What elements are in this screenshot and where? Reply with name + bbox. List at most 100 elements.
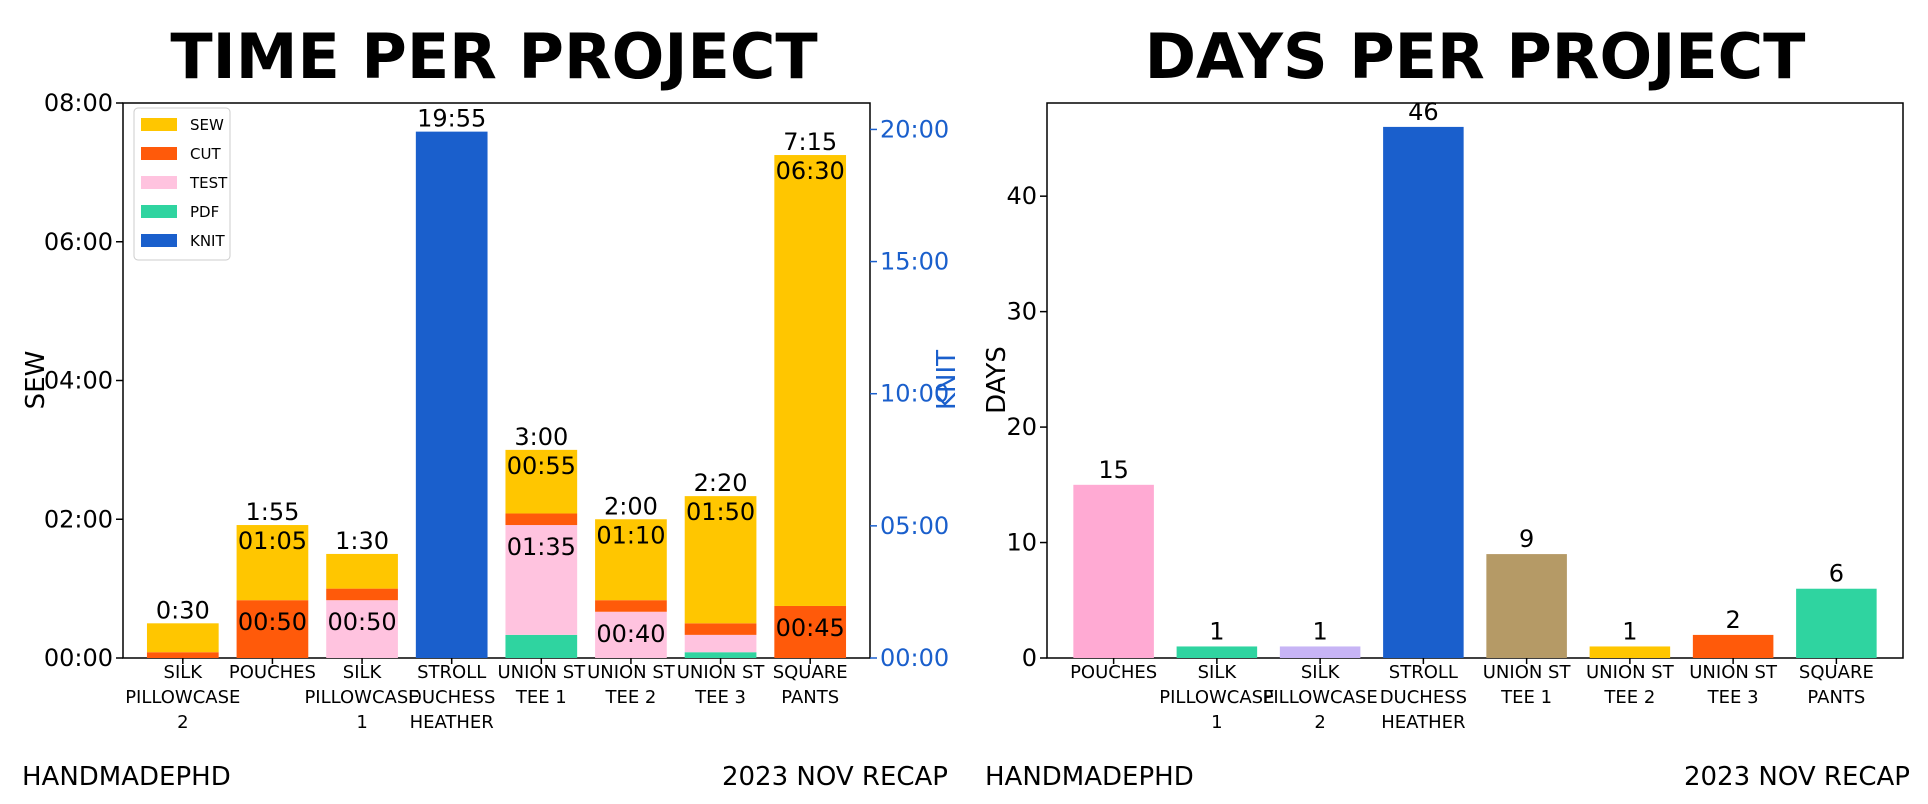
bar-segment-pdf <box>505 634 578 658</box>
category-label: UNION ST TEE 3 <box>677 662 766 708</box>
category-label: SQUARE PANTS <box>1799 662 1874 708</box>
days-value-label: 6 <box>1829 560 1844 588</box>
days-tick-label: 40 <box>1006 182 1037 210</box>
bar-segment-cut <box>505 513 578 526</box>
segment-label: 00:40 <box>596 620 665 648</box>
knit-tick-label: 00:00 <box>880 644 949 672</box>
days-value-label: 15 <box>1098 456 1129 484</box>
legend-box <box>133 107 231 261</box>
days-tick-label: 10 <box>1006 529 1037 557</box>
days-value-label: 9 <box>1519 525 1534 553</box>
legend-entry: TEST <box>189 174 228 192</box>
category-label: SILK PILLOWCASE 1 <box>1159 662 1274 733</box>
category-label: SILK PILLOWCASE 2 <box>1263 662 1378 733</box>
category-label: SILK PILLOWCASE 2 <box>125 662 240 733</box>
bar-total-label: 1:30 <box>335 527 389 555</box>
category-label: POUCHES <box>229 662 316 683</box>
days-bar <box>1796 588 1877 658</box>
sew-tick-label: 06:00 <box>44 228 113 256</box>
bar-segment-cut <box>684 623 757 635</box>
knit-tick-label: 20:00 <box>880 115 949 143</box>
bar-segment-cut <box>236 600 309 658</box>
bar-segment-sew <box>505 449 578 514</box>
category-label: UNION ST TEE 1 <box>497 662 586 708</box>
category-label: POUCHES <box>1070 662 1157 683</box>
bar-segment-sew <box>684 496 757 624</box>
bar-segment-cut <box>326 588 398 601</box>
sew-axis-ticks: 00:00 02:00 04:00 06:00 08:00 <box>44 89 123 672</box>
category-label: STROLL DUCHESS HEATHER <box>1380 662 1467 733</box>
sew-tick-label: 00:00 <box>44 644 113 672</box>
segment-label: 06:30 <box>776 157 845 185</box>
knit-tick-label: 15:00 <box>880 248 949 276</box>
footer-left-1: HANDMADEPHD <box>22 762 231 792</box>
bar-segment-cut <box>146 652 219 658</box>
days-bar <box>1692 634 1774 658</box>
days-value-label: 1 <box>1209 617 1224 645</box>
time-chart-bars: 0:30 00:50 01:051:55 00:50 1:30 19:55 01:35 00:… <box>146 105 847 658</box>
segment-label: 00:50 <box>327 608 396 636</box>
legend-entry: SEW <box>190 116 224 134</box>
knit-tick-label: 05:00 <box>880 512 949 540</box>
bar-total-label: 19:55 <box>417 105 486 133</box>
days-bar <box>1176 646 1258 658</box>
segment-label: 01:50 <box>686 498 755 526</box>
legend-swatch-cut <box>141 147 177 160</box>
category-label: SILK PILLOWCASE 1 <box>304 662 419 733</box>
bar-segment-sew <box>326 553 398 589</box>
bar-segment-test <box>684 634 757 653</box>
segment-label: 01:35 <box>507 533 576 561</box>
days-bar <box>1073 484 1154 658</box>
days-bar <box>1486 554 1567 658</box>
category-label: STROLL DUCHESS HEATHER <box>408 662 495 733</box>
bar-segment-sew <box>774 155 847 606</box>
sew-axis-label: SEW <box>21 351 51 410</box>
category-label: UNION ST TEE 1 <box>1483 662 1572 708</box>
sew-tick-label: 08:00 <box>44 89 113 117</box>
days-tick-label: 0 <box>1022 644 1037 672</box>
segment-label: 00:50 <box>238 608 307 636</box>
knit-axis-label: KNIT <box>932 350 962 410</box>
sew-tick-label: 02:00 <box>44 505 113 533</box>
segment-label: 00:45 <box>776 614 845 642</box>
bar-segment-sew <box>146 623 219 653</box>
category-label: SQUARE PANTS <box>773 662 848 708</box>
knit-axis-ticks: 00:00 05:00 10:00 15:00 20:00 <box>870 115 949 672</box>
days-axis-ticks: 0 10 20 30 40 <box>1006 182 1047 672</box>
bar-segment-test <box>505 525 578 635</box>
legend-entry: KNIT <box>190 232 225 250</box>
time-per-project-chart: TIME PER PROJECT 00:00 02:00 04:00 06:00 08:… <box>21 20 962 792</box>
segment-label: 01:10 <box>596 521 665 549</box>
legend-swatch-test <box>141 176 177 189</box>
bar-segment-pdf <box>684 652 757 658</box>
bar-segment-knit <box>415 131 488 658</box>
footer-right-2: 2023 NOV RECAP <box>1684 762 1910 792</box>
bar-total-label: 7:15 <box>783 128 837 156</box>
bar-segment-sew <box>595 519 667 601</box>
days-axis-label: DAYS <box>982 346 1012 414</box>
footer-right-1: 2023 NOV RECAP <box>722 762 948 792</box>
legend-swatch-pdf <box>141 205 177 218</box>
segment-label: 00:55 <box>507 452 576 480</box>
days-chart-title: DAYS PER PROJECT <box>1145 20 1806 93</box>
legend-swatch-knit <box>141 234 177 247</box>
time-chart-title: TIME PER PROJECT <box>170 20 817 93</box>
days-bar <box>1383 126 1464 658</box>
sew-tick-label: 04:00 <box>44 367 113 395</box>
time-chart-legend: SEW CUT TEST PDF KNIT <box>133 107 231 261</box>
segment-label: 01:05 <box>238 527 307 555</box>
knit-tick-label: 10:00 <box>880 380 949 408</box>
bar-segment-test <box>595 611 667 658</box>
bar-total-label: 2:20 <box>694 469 748 497</box>
category-label: UNION ST TEE 2 <box>587 662 676 708</box>
days-bar <box>1279 646 1361 658</box>
days-value-label: 1 <box>1622 617 1637 645</box>
days-value-label: 1 <box>1312 617 1327 645</box>
days-bar <box>1589 646 1671 658</box>
bar-total-label: 0:30 <box>156 596 210 624</box>
bar-segment-sew <box>236 525 309 601</box>
bar-total-label: 1:55 <box>245 498 299 526</box>
